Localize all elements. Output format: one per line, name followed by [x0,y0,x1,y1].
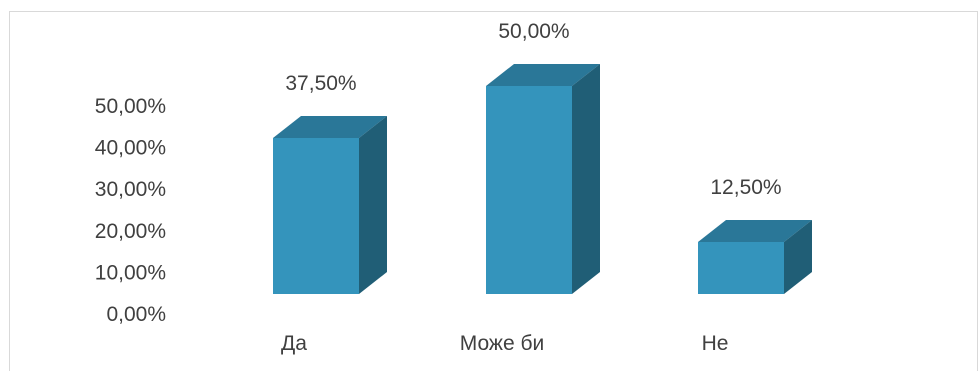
bar-top-face [698,220,812,242]
bar-side-face [784,220,812,294]
x-category-label: Не [702,332,729,355]
bar-front-face [486,86,572,294]
data-label: 50,00% [498,20,569,43]
y-tick-label: 20,00% [95,220,166,243]
bar [698,220,812,294]
bar-top-face [486,64,600,86]
bar [486,64,600,294]
bar-series [273,64,812,294]
bar-front-face [698,242,784,294]
y-tick-label: 50,00% [95,95,166,118]
x-category-label: Може би [460,332,545,355]
x-category-label: Да [281,332,307,355]
y-tick-label: 10,00% [95,261,166,284]
y-tick-label: 30,00% [95,178,166,201]
bar-front-face [273,138,359,294]
y-tick-label: 40,00% [95,137,166,160]
y-tick-label: 0,00% [106,303,166,326]
x-axis-category-labels: Да Може би Не [281,332,728,355]
data-label: 12,50% [710,176,781,199]
bar [273,116,387,294]
y-axis-tick-labels: 0,00% 10,00% 20,00% 30,00% 40,00% 50,00% [95,95,166,326]
bar-side-face [359,116,387,294]
data-label: 37,50% [285,72,356,95]
data-labels: 37,50% 50,00% 12,50% [285,20,781,199]
bar-side-face [572,64,600,294]
bar-top-face [273,116,387,138]
